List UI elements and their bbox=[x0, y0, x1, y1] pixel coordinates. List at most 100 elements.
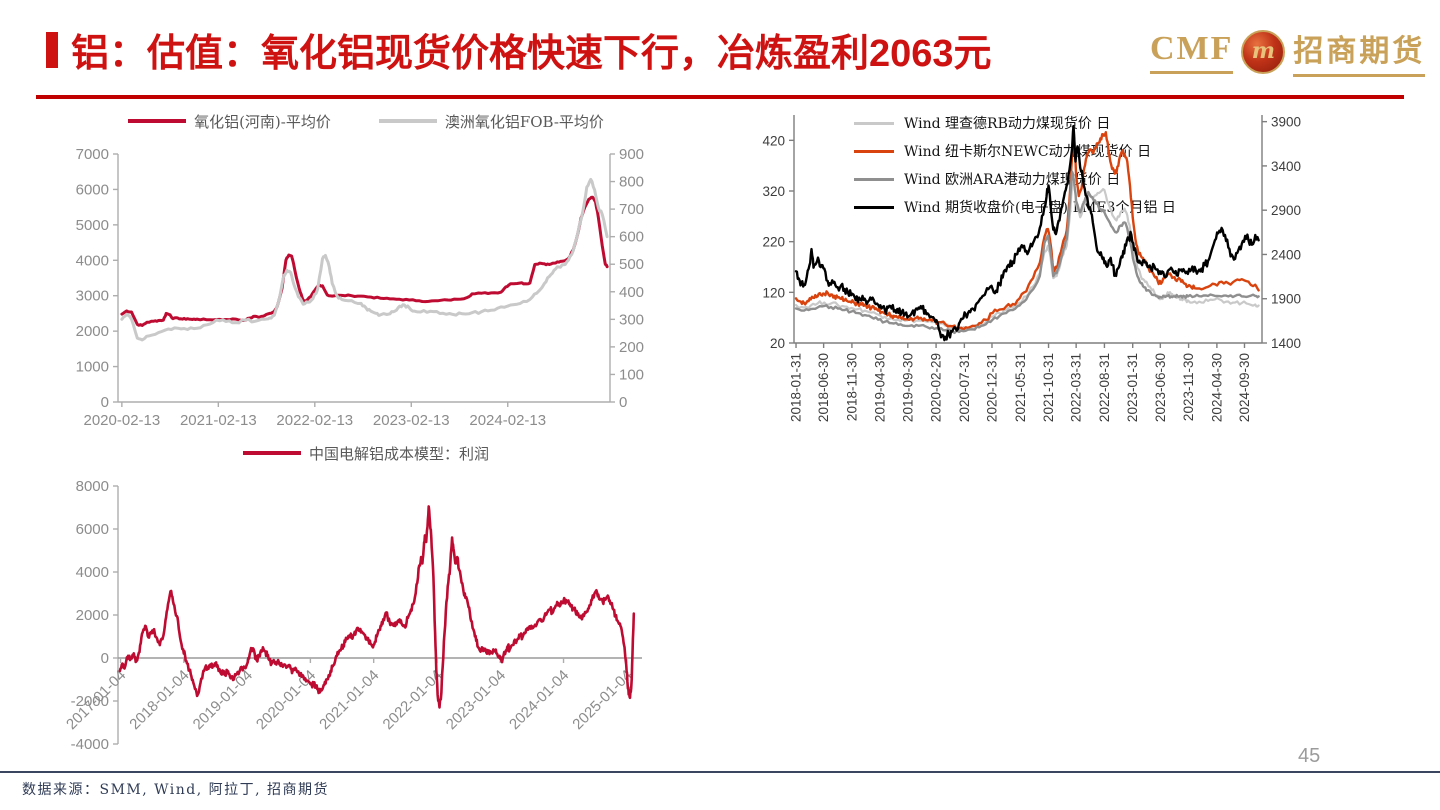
y2-axis-tick-label: 2400 bbox=[1271, 247, 1301, 262]
y2-axis-tick-label: 200 bbox=[619, 339, 644, 356]
alumina-chart-canvas: 0 1000 2000 3000 4000 5000 6000 7000 0 100 200 300 4… bbox=[76, 146, 644, 429]
cmf-logo-text: CMF bbox=[1150, 30, 1234, 74]
legend-swatch-line bbox=[128, 119, 187, 123]
header: 铝：估值：氧化铝现货价格快速下行，冶炼盈利2063元 bbox=[46, 22, 992, 77]
x-axis-tick-label: 2020-02-29 bbox=[929, 353, 944, 422]
legend-label: 澳洲氧化铝FOB-平均价 bbox=[444, 112, 604, 131]
y-axis-tick-label: 120 bbox=[762, 285, 785, 300]
x-axis-tick-label: 2024-09-30 bbox=[1237, 353, 1252, 422]
y-axis-tick-label: 3000 bbox=[76, 288, 109, 305]
legend-label: Wind 纽卡斯尔NEWC动力煤现货价 日 bbox=[904, 144, 1152, 160]
y2-axis-tick-label: 900 bbox=[619, 146, 644, 163]
profit-chart-canvas: -4000-2000020004000600080002017-01-04201… bbox=[63, 478, 642, 753]
profit-chart-legend: 中国电解铝成本模型：利润 bbox=[42, 440, 690, 466]
cmf-logo-company: 招商期货 bbox=[1293, 26, 1426, 77]
y2-axis-tick-label: 100 bbox=[619, 366, 644, 383]
legend-swatch-line bbox=[854, 205, 894, 209]
x-axis-tick-label: 2022-08-31 bbox=[1097, 353, 1112, 422]
x-axis-tick-label: 2019-01-04 bbox=[190, 667, 256, 733]
x-axis-tick-label: 2023-01-04 bbox=[443, 667, 509, 733]
series-line bbox=[794, 124, 1260, 342]
x-axis-tick-label: 2018-06-30 bbox=[816, 353, 831, 422]
x-axis-tick-label: 2022-02-13 bbox=[276, 412, 353, 429]
y-axis-tick-label: 420 bbox=[762, 133, 785, 148]
footer-rule bbox=[0, 771, 1440, 773]
y2-axis-tick-label: 2900 bbox=[1271, 203, 1301, 218]
cmf-badge-glyph: m bbox=[1251, 37, 1276, 64]
y2-axis-tick-label: 1400 bbox=[1271, 336, 1301, 351]
x-axis-tick-label: 2024-02-13 bbox=[469, 412, 546, 429]
y-axis-tick-label: 8000 bbox=[76, 478, 109, 495]
y2-axis-tick-label: 3900 bbox=[1271, 115, 1301, 130]
x-axis-tick-label: 2024-01-04 bbox=[506, 667, 572, 733]
x-axis-tick-label: 2021-05-31 bbox=[1013, 353, 1028, 422]
series-line bbox=[120, 177, 609, 342]
x-axis-tick-label: 2021-01-04 bbox=[316, 667, 382, 733]
y-axis-tick-label: 5000 bbox=[76, 217, 109, 234]
x-axis-tick-label: 2023-02-13 bbox=[373, 412, 450, 429]
legend-label: Wind 理查德RB动力煤现货价 日 bbox=[904, 116, 1111, 132]
y-axis-tick-label: 20 bbox=[770, 336, 785, 351]
y2-axis-tick-label: 500 bbox=[619, 256, 644, 273]
alumina-chart-legend: 氧化铝(河南)-平均价 澳洲氧化铝FOB-平均价 bbox=[42, 108, 690, 134]
x-axis-tick-label: 2020-12-31 bbox=[984, 353, 999, 422]
x-axis-tick-label: 2018-01-04 bbox=[126, 667, 192, 733]
coal-lme-chart-canvas: 20 120 220 320 420 1400 1900 2400 2900 3400 3900 20… bbox=[762, 115, 1301, 422]
x-axis-tick-label: 2024-04-30 bbox=[1209, 353, 1224, 422]
legend-swatch-line bbox=[854, 149, 894, 153]
x-axis-tick-label: 2018-11-30 bbox=[844, 353, 859, 421]
y2-axis-tick-label: 3400 bbox=[1271, 159, 1301, 174]
y2-axis-tick-label: 600 bbox=[619, 229, 644, 246]
title-accent-bar bbox=[46, 31, 58, 68]
y-axis-tick-label: 1000 bbox=[76, 359, 109, 376]
legend-label: 氧化铝(河南)-平均价 bbox=[194, 112, 331, 131]
page-title: 铝：估值：氧化铝现货价格快速下行，冶炼盈利2063元 bbox=[71, 33, 992, 75]
x-axis-tick-label: 2020-02-13 bbox=[83, 412, 160, 429]
cmf-logo: CMF m 招商期货 bbox=[1150, 26, 1426, 77]
x-axis-tick-label: 2019-04-30 bbox=[873, 353, 888, 422]
y-axis-tick-label: 0 bbox=[101, 650, 109, 667]
x-axis-tick-label: 2020-01-04 bbox=[253, 667, 319, 733]
y-axis-tick-label: -2000 bbox=[71, 693, 109, 710]
legend-item: 氧化铝(河南)-平均价 bbox=[128, 111, 331, 132]
legend-swatch-line bbox=[242, 451, 301, 455]
x-axis-tick-label: 2025-01-04 bbox=[569, 667, 635, 733]
y-axis-tick-label: 6000 bbox=[76, 181, 109, 198]
y-axis-tick-label: 4000 bbox=[76, 252, 109, 269]
series-line bbox=[120, 195, 609, 327]
x-axis-tick-label: 2019-09-30 bbox=[900, 353, 915, 422]
y-axis-tick-label: 2000 bbox=[76, 323, 109, 340]
x-axis-tick-label: 2022-03-31 bbox=[1069, 353, 1084, 422]
series-line bbox=[794, 170, 1260, 335]
y-axis-tick-label: 4000 bbox=[76, 564, 109, 581]
x-axis-tick-label: 2023-01-31 bbox=[1125, 353, 1140, 422]
y2-axis-tick-label: 700 bbox=[619, 201, 644, 218]
header-rule bbox=[36, 95, 1404, 99]
y-axis-tick-label: 320 bbox=[762, 184, 785, 199]
series-line bbox=[118, 505, 636, 709]
y-axis-tick-label: -4000 bbox=[71, 736, 109, 753]
legend-swatch-line bbox=[854, 177, 894, 181]
x-axis-tick-label: 2023-06-30 bbox=[1153, 353, 1168, 422]
alumina-price-chart: 氧化铝(河南)-平均价 澳洲氧化铝FOB-平均价 0 1000 2000 3000 400… bbox=[42, 108, 690, 436]
legend-swatch-line bbox=[854, 121, 894, 125]
x-axis-tick-label: 2018-01-31 bbox=[789, 353, 804, 422]
y-axis-tick-label: 6000 bbox=[76, 521, 109, 538]
page-number: 45 bbox=[1298, 745, 1321, 767]
y2-axis-tick-label: 300 bbox=[619, 311, 644, 328]
legend-item: 澳洲氧化铝FOB-平均价 bbox=[378, 111, 604, 132]
y2-axis-tick-label: 0 bbox=[619, 394, 627, 411]
y-axis-tick-label: 2000 bbox=[76, 607, 109, 624]
x-axis-tick-label: 2020-07-31 bbox=[957, 353, 972, 422]
cmf-logo-badge-icon: m bbox=[1241, 29, 1286, 74]
x-axis-tick-label: 2023-11-30 bbox=[1181, 353, 1196, 421]
data-source-note: 数据来源：SMM, Wind, 阿拉丁, 招商期货 bbox=[22, 782, 330, 798]
y-axis-tick-label: 0 bbox=[101, 394, 109, 411]
legend-label: 中国电解铝成本模型：利润 bbox=[308, 444, 489, 463]
x-axis-tick-label: 2021-10-31 bbox=[1041, 353, 1056, 422]
legend-swatch-line bbox=[378, 119, 437, 123]
y-axis-tick-label: 7000 bbox=[76, 146, 109, 163]
